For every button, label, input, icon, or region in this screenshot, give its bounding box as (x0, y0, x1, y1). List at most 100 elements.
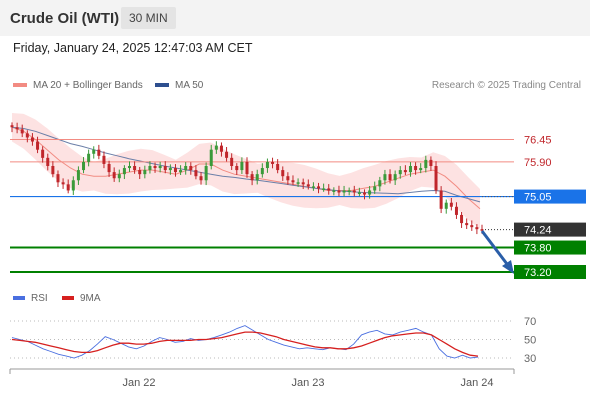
rsi-ma-line (11, 331, 479, 357)
candle-body (449, 202, 453, 207)
ma50-swatch (155, 83, 169, 88)
legend-rsi-ma: 9MA (62, 293, 101, 304)
x-tick-label: Jan 24 (460, 377, 493, 389)
candle-body (444, 202, 448, 209)
candle-body (480, 229, 484, 231)
candle-body (76, 170, 80, 181)
legend-bollinger: MA 20 + Bollinger Bands (13, 80, 143, 91)
legend-rsi-label: RSI (31, 293, 48, 304)
candle-body (373, 186, 377, 191)
candle-body (393, 174, 397, 181)
level-label-resistance-2: 76.45 (524, 135, 552, 147)
candle-body (97, 149, 101, 156)
candle-body (158, 166, 162, 169)
rsi-swatch (13, 296, 25, 301)
candle-body (219, 145, 223, 152)
legend-rsi: RSI (13, 293, 48, 304)
candle-body (429, 159, 433, 166)
candle-body (414, 166, 418, 171)
candle-body (240, 161, 244, 171)
candle-body (378, 180, 382, 187)
rsi-tick-label: 30 (524, 353, 536, 365)
timeframe-badge[interactable]: 30 MIN (121, 7, 176, 29)
candle-body (122, 168, 126, 175)
candle-body (301, 182, 305, 185)
candle-body (209, 149, 213, 166)
candle-body (271, 161, 275, 164)
candle-body (143, 170, 147, 175)
candle-body (82, 161, 86, 171)
level-label-resistance-1: 75.90 (524, 157, 552, 169)
chart-header (0, 0, 590, 36)
ma50-line (11, 126, 481, 203)
candle-body (163, 166, 167, 171)
candle-body (25, 133, 29, 138)
candle-body (153, 166, 157, 169)
candle-body (230, 157, 234, 166)
instrument-title: Crude Oil (WTI) (10, 10, 120, 27)
legend-bollinger-label: MA 20 + Bollinger Bands (33, 80, 143, 91)
candle-body (398, 170, 402, 175)
legend-ma50: MA 50 (155, 80, 203, 91)
candle-body (179, 170, 183, 173)
candle-body (128, 166, 131, 169)
level-box-last-price (514, 222, 586, 237)
candle-body (66, 184, 70, 191)
candle-body (36, 141, 40, 150)
candle-body (347, 190, 351, 192)
candle-body (388, 174, 392, 181)
forecast-arrowhead (502, 260, 514, 274)
candle-body (281, 170, 285, 177)
forecast-arrow (480, 230, 512, 269)
candle-body (51, 166, 55, 175)
candle-body (214, 145, 218, 150)
candle-body (184, 166, 188, 171)
candle-body (265, 161, 269, 169)
level-box-pivot (514, 189, 586, 204)
candle-body (10, 125, 14, 128)
candle-body (56, 174, 60, 183)
candle-body (317, 186, 321, 189)
bollinger-swatch (13, 83, 27, 88)
level-label-last-price: 74.24 (524, 225, 552, 237)
level-label-support-2: 73.20 (524, 267, 552, 279)
candle-body (276, 163, 280, 171)
candle-body (424, 159, 428, 169)
candle-body (403, 170, 407, 173)
candle-body (322, 188, 326, 190)
candle-body (439, 190, 443, 209)
level-label-pivot: 75.05 (524, 192, 552, 204)
candle-body (434, 166, 438, 191)
candle-body (342, 190, 346, 193)
candle-body (133, 166, 137, 171)
candle-body (204, 166, 208, 181)
candle-body (383, 174, 387, 181)
candle-body (327, 188, 331, 191)
rsi-ma-swatch (62, 296, 74, 301)
rsi-line (11, 325, 479, 359)
rsi-tick-label: 70 (524, 316, 536, 328)
candle-body (87, 153, 91, 162)
candle-body (30, 137, 34, 142)
rsi-tick-label: 50 (524, 335, 536, 347)
candle-body (245, 161, 249, 175)
candle-body (363, 192, 366, 195)
x-tick-label: Jan 22 (122, 377, 155, 389)
candle-body (41, 149, 45, 158)
candle-body (102, 155, 106, 164)
candle-body (107, 163, 111, 173)
candle-body (138, 170, 142, 175)
candle-body (337, 190, 341, 193)
bollinger-mid-line (11, 126, 481, 210)
candle-body (255, 174, 259, 181)
candle-body (235, 166, 239, 171)
candle-body (368, 190, 372, 195)
candle-body (61, 182, 65, 185)
candle-body (296, 182, 300, 184)
candle-body (352, 190, 356, 193)
candle-body (225, 151, 229, 158)
candle-body (15, 127, 19, 130)
candle-body (148, 166, 152, 171)
level-box-support-1 (514, 240, 586, 255)
